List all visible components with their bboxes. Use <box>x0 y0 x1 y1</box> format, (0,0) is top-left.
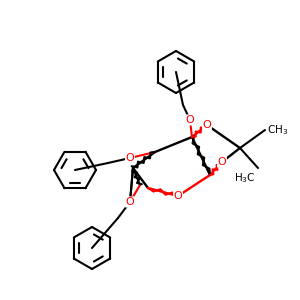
Text: O: O <box>202 120 211 130</box>
Text: O: O <box>174 191 182 201</box>
Text: O: O <box>186 115 194 125</box>
Text: CH$_3$: CH$_3$ <box>267 123 288 137</box>
Text: O: O <box>218 157 226 167</box>
Text: H$_3$C: H$_3$C <box>234 171 256 185</box>
Text: O: O <box>126 153 134 163</box>
Text: O: O <box>126 197 134 207</box>
